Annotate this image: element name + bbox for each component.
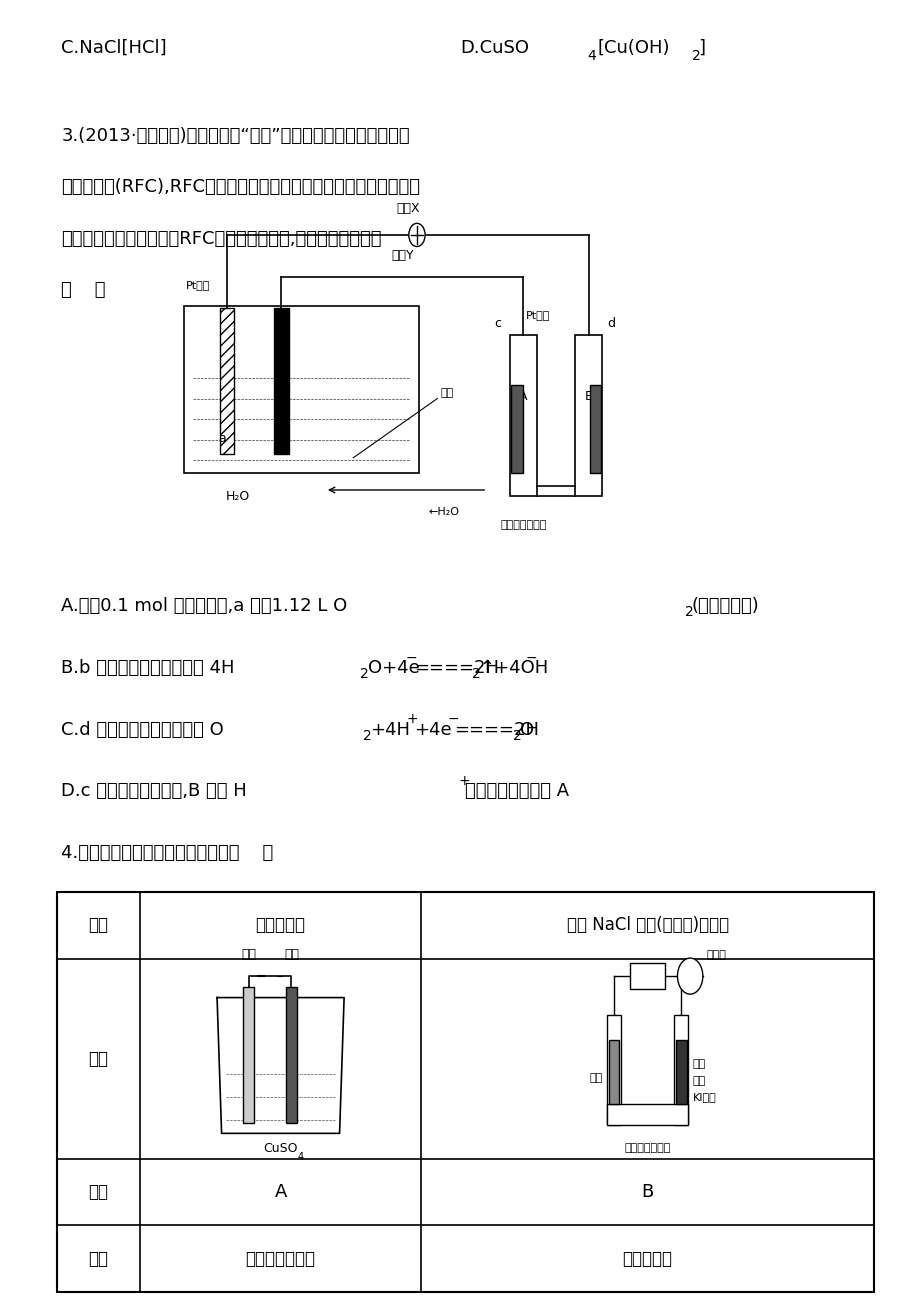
Text: (标准状况下): (标准状况下) <box>691 596 759 615</box>
Text: 4: 4 <box>587 49 596 62</box>
Text: A: A <box>274 1184 287 1200</box>
Bar <box>509 336 537 496</box>
Text: 鐵棒: 鐵棒 <box>588 1073 602 1083</box>
Text: 碳棒: 碳棒 <box>692 1060 706 1069</box>
Bar <box>274 309 289 454</box>
Text: 2: 2 <box>691 49 700 62</box>
Bar <box>630 963 664 990</box>
Bar <box>574 336 602 496</box>
Text: 选项: 选项 <box>88 1184 108 1200</box>
Circle shape <box>676 958 702 995</box>
Text: 电流计: 电流计 <box>706 950 725 961</box>
Text: ←H₂O: ←H₂O <box>428 506 459 517</box>
Text: 饱和氯化钓溶液: 饱和氯化钓溶液 <box>624 1143 670 1152</box>
Bar <box>673 1014 687 1125</box>
Text: B.b 极上发生的电极反应是 4H: B.b 极上发生的电极反应是 4H <box>62 659 234 677</box>
Bar <box>244 987 254 1124</box>
Text: 淠粉: 淠粉 <box>692 1075 706 1086</box>
Text: A: A <box>686 971 693 982</box>
Text: ]: ] <box>698 39 705 57</box>
Text: A: A <box>518 391 528 404</box>
Bar <box>220 309 234 454</box>
Bar <box>607 1014 620 1125</box>
Text: Pt电极: Pt电极 <box>186 280 210 290</box>
Text: O: O <box>519 720 533 738</box>
Text: 隔膜: 隔膜 <box>440 388 454 398</box>
Text: C.d 极上发生的电极反应是 O: C.d 极上发生的电极反应是 O <box>62 720 224 738</box>
Text: 气体X: 气体X <box>396 202 419 215</box>
Text: 氧燃料电池(RFC),RFC是一种将水电解技术与氢氧燃料电池技术相结: 氧燃料电池(RFC),RFC是一种将水电解技术与氢氧燃料电池技术相结 <box>62 178 420 197</box>
Text: 在铁制品上镀铜: 在铁制品上镀铜 <box>245 1250 315 1268</box>
Text: （    ）: （ ） <box>62 281 106 299</box>
Text: B: B <box>641 1184 653 1200</box>
Text: 4: 4 <box>297 1151 303 1161</box>
Text: a: a <box>218 432 225 445</box>
Text: [Cu(OH): [Cu(OH) <box>597 39 670 57</box>
Text: d: d <box>607 318 615 331</box>
Text: 装置: 装置 <box>88 1049 108 1068</box>
Text: 粗铜的精炼: 粗铜的精炼 <box>255 917 305 935</box>
Text: 气体Y: 气体Y <box>391 250 414 263</box>
Bar <box>607 1104 687 1125</box>
Text: +: + <box>406 712 418 727</box>
Text: −: − <box>405 651 417 664</box>
Bar <box>510 384 522 473</box>
Text: −: − <box>525 651 537 664</box>
Text: −: − <box>447 712 459 727</box>
Text: 2: 2 <box>684 605 693 620</box>
Circle shape <box>408 224 425 246</box>
Text: KI溶液: KI溶液 <box>692 1092 716 1101</box>
Text: D.CuSO: D.CuSO <box>460 39 528 57</box>
Text: 2: 2 <box>360 667 369 681</box>
Text: O+4e: O+4e <box>368 659 419 677</box>
Bar <box>57 892 873 1293</box>
Text: 酸性电解质溶液: 酸性电解质溶液 <box>500 519 547 530</box>
Text: ↑+4OH: ↑+4OH <box>479 659 548 677</box>
Bar <box>675 1040 686 1104</box>
Bar <box>184 306 419 473</box>
Text: 构成原电池: 构成原电池 <box>622 1250 672 1268</box>
Text: ====2H: ====2H <box>454 720 539 738</box>
Text: C.NaCl[HCl]: C.NaCl[HCl] <box>62 39 166 57</box>
Text: B: B <box>584 391 593 404</box>
Bar <box>608 1040 618 1104</box>
Text: CuSO: CuSO <box>263 1142 298 1155</box>
Text: +4e: +4e <box>414 720 451 738</box>
Text: H₂O: H₂O <box>226 490 250 503</box>
Text: +4H: +4H <box>369 720 410 738</box>
Text: +: + <box>458 775 470 788</box>
Text: 粗铜: 粗铜 <box>284 948 299 961</box>
Text: 合的可充放电池。下图为RFC工作原理示意图,有关说法正确的是: 合的可充放电池。下图为RFC工作原理示意图,有关说法正确的是 <box>62 230 381 247</box>
Text: 验证 NaCl 溶液(含酚酸)的产物: 验证 NaCl 溶液(含酚酸)的产物 <box>566 917 728 935</box>
Text: 精铜: 精铜 <box>241 948 256 961</box>
Bar <box>286 987 297 1124</box>
Text: 目的: 目的 <box>88 917 108 935</box>
Text: 电源: 电源 <box>641 971 652 982</box>
Text: 2: 2 <box>512 729 521 743</box>
Text: 3.(2013·成都模拟)空间实验室“天宫”一号的供电系统中有再生氢: 3.(2013·成都模拟)空间实验室“天宫”一号的供电系统中有再生氢 <box>62 126 410 145</box>
Text: b: b <box>278 432 285 445</box>
Text: 4.下列实验装置符合实验目的的是（    ）: 4.下列实验装置符合实验目的的是（ ） <box>62 844 273 862</box>
Text: ====2H: ====2H <box>414 659 498 677</box>
Text: 目的: 目的 <box>88 1250 108 1268</box>
Bar <box>589 384 601 473</box>
Text: A.当有0.1 mol 电子转移时,a 极产1.12 L O: A.当有0.1 mol 电子转移时,a 极产1.12 L O <box>62 596 347 615</box>
Text: 2: 2 <box>363 729 371 743</box>
Text: D.c 极上进行还原反应,B 中的 H: D.c 极上进行还原反应,B 中的 H <box>62 783 247 801</box>
Text: c: c <box>494 318 501 331</box>
Text: 2: 2 <box>471 667 480 681</box>
Text: Pt电极: Pt电极 <box>526 310 550 320</box>
Text: 可以通过隔膜进入 A: 可以通过隔膜进入 A <box>465 783 569 801</box>
